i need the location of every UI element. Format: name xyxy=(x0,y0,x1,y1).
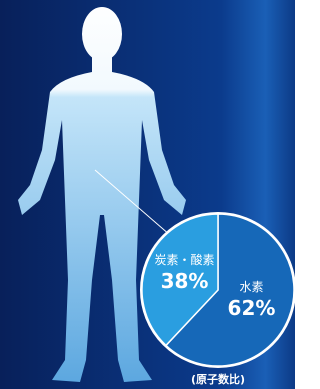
caption: (原子数比) xyxy=(191,372,245,386)
pie-chart: 水素 62% 炭素・酸素 38% xyxy=(141,213,295,367)
slice-name: 炭素・酸素 xyxy=(155,252,215,267)
infographic: 水素 62% 炭素・酸素 38% (原子数比) xyxy=(0,0,295,389)
slice-name: 水素 xyxy=(239,280,263,294)
slice-value: 38% xyxy=(161,269,209,293)
slice-value: 62% xyxy=(228,296,276,320)
